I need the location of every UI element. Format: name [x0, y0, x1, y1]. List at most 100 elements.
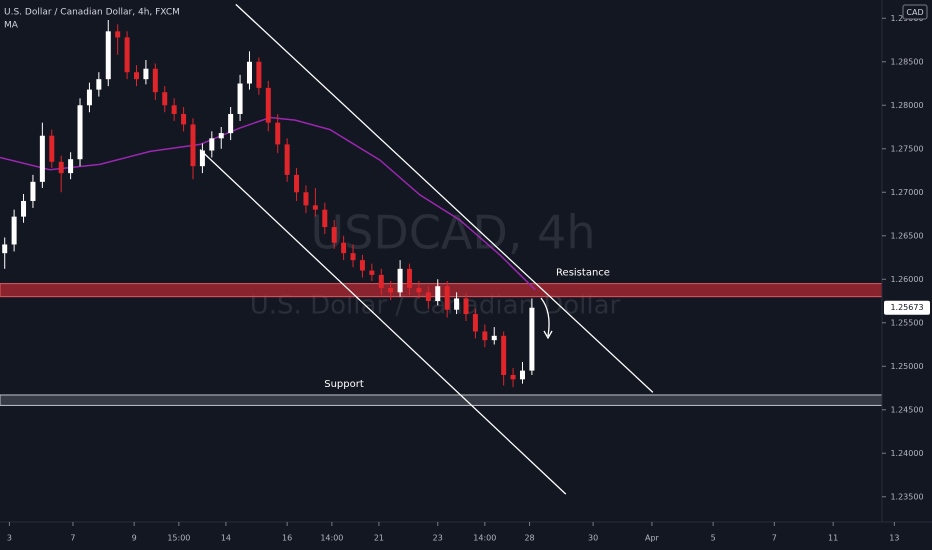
- candle-body: [218, 133, 224, 139]
- y-tick-label: 1.26000: [890, 275, 923, 284]
- x-tick-label: 7: [70, 534, 75, 543]
- candle-body: [77, 105, 83, 160]
- candle-body: [209, 138, 215, 151]
- candle-body: [397, 268, 403, 293]
- x-tick-label: 11: [828, 534, 838, 543]
- y-tick-label: 1.23500: [890, 492, 923, 501]
- y-tick-label: 1.24000: [890, 449, 923, 458]
- candle-body: [378, 274, 384, 288]
- candle-body: [341, 242, 347, 254]
- y-tick-label: 1.26500: [890, 231, 923, 240]
- x-tick-label: 21: [374, 534, 384, 543]
- candle-body: [425, 292, 431, 302]
- y-tick-label: 1.28500: [890, 57, 923, 66]
- candle-body: [152, 68, 158, 93]
- x-tick-label: 3: [7, 534, 12, 543]
- zone: [0, 394, 883, 406]
- trendline: [199, 149, 567, 495]
- candle-body: [482, 331, 488, 341]
- candle-body: [86, 89, 92, 106]
- zone: [0, 283, 883, 298]
- candle-body: [11, 216, 17, 245]
- candle-body: [435, 286, 441, 302]
- y-tick-label: 1.25000: [890, 362, 923, 371]
- candle-body: [246, 61, 252, 84]
- indicator-name: MA: [4, 21, 19, 31]
- trendline: [235, 3, 654, 393]
- candle-body: [322, 209, 328, 228]
- candle-body: [21, 200, 27, 217]
- y-tick-label: 1.27000: [890, 188, 923, 197]
- x-tick-label: 13: [889, 534, 899, 543]
- candle-body: [171, 105, 177, 114]
- candle-body: [369, 270, 375, 275]
- candle-body: [312, 205, 318, 210]
- y-tick-label: 1.28000: [890, 101, 923, 110]
- x-tick-label: Apr: [645, 534, 660, 543]
- y-tick-label: 1.25500: [890, 318, 923, 327]
- candle-body: [388, 287, 394, 293]
- candle-body: [190, 124, 196, 167]
- last-price-box: [884, 300, 930, 315]
- candle-body: [162, 92, 168, 106]
- candle-body: [303, 192, 309, 206]
- x-tick-label: 5: [711, 534, 716, 543]
- candle-body: [105, 31, 111, 80]
- x-tick-label: 14: [221, 534, 231, 543]
- candle-body: [510, 374, 516, 380]
- y-tick-label: 1.27500: [890, 144, 923, 153]
- x-tick-label: 16: [282, 534, 292, 543]
- x-tick-label: 9: [132, 534, 137, 543]
- candle-body: [115, 31, 121, 38]
- x-tick-label: 15:00: [167, 534, 190, 543]
- candle-body: [30, 181, 36, 201]
- candle-body: [39, 135, 45, 182]
- currency-box[interactable]: [902, 4, 928, 20]
- candle-body: [529, 307, 535, 371]
- candle-body: [134, 72, 140, 80]
- candle-body: [284, 144, 290, 175]
- candle-body: [331, 227, 337, 243]
- zone-label: Support: [324, 379, 364, 390]
- candle-body: [454, 298, 460, 310]
- x-tick-label: 14:00: [320, 534, 343, 543]
- zone-label: Resistance: [556, 268, 610, 279]
- candle-body: [491, 335, 497, 341]
- candle-body: [143, 68, 149, 80]
- arrow-head: [543, 330, 553, 340]
- candle-body: [124, 37, 130, 73]
- candle-body: [96, 79, 102, 90]
- candle-body: [444, 286, 450, 310]
- candle-body: [472, 314, 478, 332]
- moving-average: [0, 116, 536, 291]
- candle-body: [359, 260, 365, 271]
- x-tick-label: 7: [772, 534, 777, 543]
- candle-body: [58, 161, 64, 174]
- arrow: [540, 297, 550, 337]
- candle-body: [416, 287, 422, 293]
- candle-body: [2, 244, 8, 254]
- candle-body: [519, 370, 525, 380]
- candle-body: [501, 335, 507, 375]
- candle-body: [294, 174, 300, 193]
- last-price-label: 1.25673: [890, 303, 923, 312]
- x-tick-label: 28: [524, 534, 534, 543]
- candle-body: [68, 159, 74, 174]
- y-tick-label: 1.24500: [890, 405, 923, 414]
- watermark: USDCAD, 4h: [311, 206, 596, 260]
- x-tick-label: 23: [433, 534, 443, 543]
- candle-body: [265, 87, 271, 123]
- currency[interactable]: CAD: [906, 8, 923, 17]
- candle-body: [181, 113, 187, 125]
- candle-body: [275, 122, 281, 145]
- candle-body: [199, 150, 205, 167]
- x-tick-label: 14:00: [473, 534, 496, 543]
- x-tick-label: 30: [588, 534, 598, 543]
- candle-body: [228, 113, 234, 134]
- chart-title: U.S. Dollar / Canadian Dollar, 4h, FXCM: [4, 8, 180, 18]
- candle-body: [463, 298, 469, 315]
- candle-body: [350, 253, 356, 261]
- candle-body: [256, 61, 262, 88]
